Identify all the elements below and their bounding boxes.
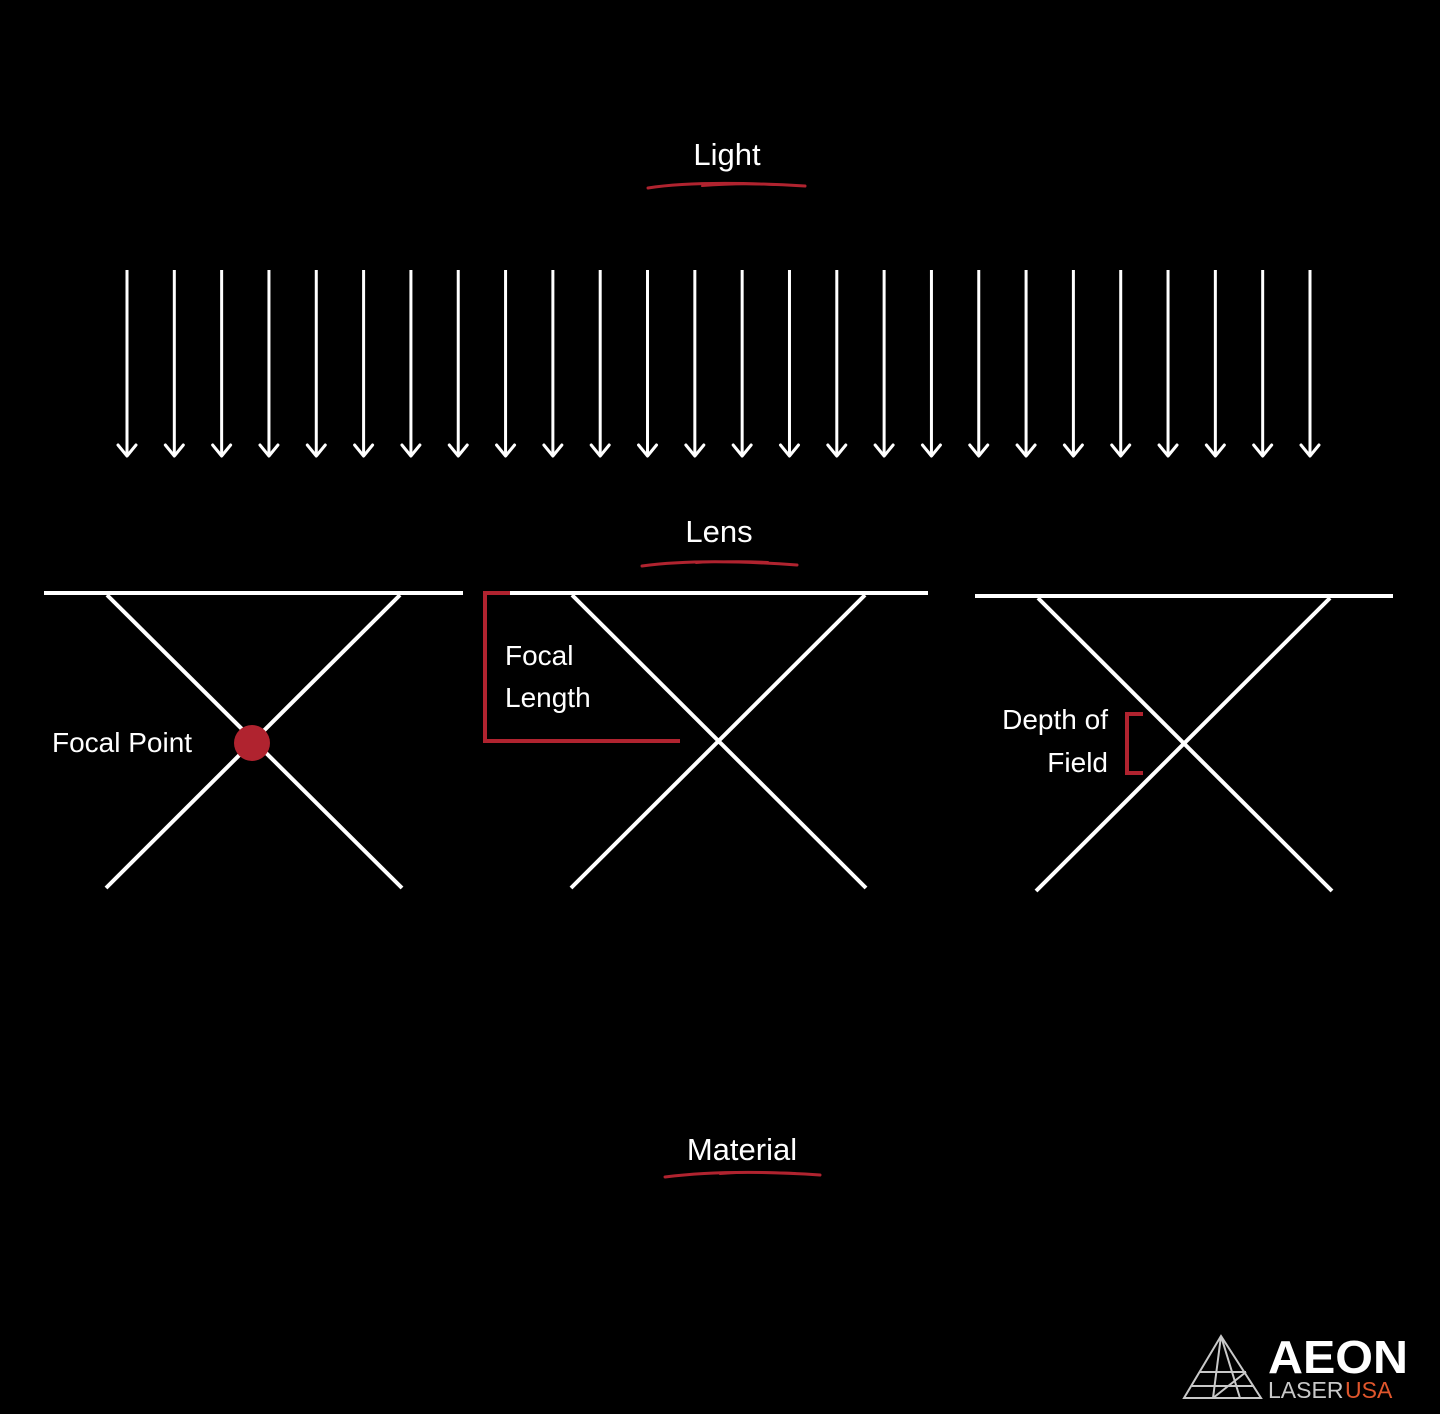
brand-name: AEON: [1268, 1331, 1408, 1383]
down-arrow-icon: [116, 270, 138, 458]
brand-logo: AEON LASER USA: [1182, 1331, 1408, 1403]
depth-of-field-label-line1: Depth of: [1002, 704, 1108, 735]
focal-length-label-line1: Focal: [505, 640, 573, 671]
down-arrow-icon: [353, 270, 375, 458]
down-arrow-icon: [920, 270, 942, 458]
focal-length-label-line2: Length: [505, 682, 591, 713]
down-arrow-icon: [968, 270, 990, 458]
brand-sub-laser: LASER: [1268, 1377, 1343, 1403]
light-heading-underline-stroke2: [701, 183, 776, 187]
light-heading-underline: [646, 181, 807, 190]
down-arrow-icon: [778, 270, 800, 458]
down-arrow-icon: [1015, 270, 1037, 458]
down-arrow-icon: [1110, 270, 1132, 458]
down-arrow-icon: [637, 270, 659, 458]
down-arrow-icon: [1157, 270, 1179, 458]
down-arrow-icon: [542, 270, 564, 458]
down-arrow-icon: [211, 270, 233, 458]
down-arrow-icon: [684, 270, 706, 458]
focal-length-bracket: [483, 591, 680, 743]
down-arrow-icon: [163, 270, 185, 458]
lens-heading-underline-stroke2: [695, 560, 769, 564]
light-rays: [116, 270, 1321, 458]
focal-point-dot: [234, 725, 270, 761]
converging-ray-right: [1034, 596, 1332, 893]
light-heading: Light: [693, 137, 761, 172]
down-arrow-icon: [305, 270, 327, 458]
panel-focal-point: Focal Point: [44, 591, 463, 890]
panel-focal-length: Focal Length: [483, 591, 928, 890]
down-arrow-icon: [258, 270, 280, 458]
material-heading: Material: [687, 1132, 797, 1167]
depth-of-field-bracket: [1125, 712, 1143, 775]
down-arrow-icon: [731, 270, 753, 458]
down-arrow-icon: [1299, 270, 1321, 458]
focal-point-label: Focal Point: [52, 727, 192, 758]
down-arrow-icon: [589, 270, 611, 458]
pyramid-logo-icon: [1182, 1334, 1263, 1399]
panel-depth-of-field: Depth of Field: [975, 594, 1393, 893]
down-arrow-icon: [400, 270, 422, 458]
down-arrow-icon: [1204, 270, 1226, 458]
material-heading-underline-stroke2: [719, 1171, 796, 1175]
down-arrow-icon: [447, 270, 469, 458]
converging-ray-right: [569, 593, 867, 890]
down-arrow-icon: [1062, 270, 1084, 458]
down-arrow-icon: [1252, 270, 1274, 458]
lens-heading: Lens: [685, 514, 752, 549]
brand-sub-usa: USA: [1345, 1377, 1393, 1403]
down-arrow-icon: [495, 270, 517, 458]
down-arrow-icon: [826, 270, 848, 458]
down-arrow-icon: [873, 270, 895, 458]
depth-of-field-label-line2: Field: [1047, 747, 1108, 778]
